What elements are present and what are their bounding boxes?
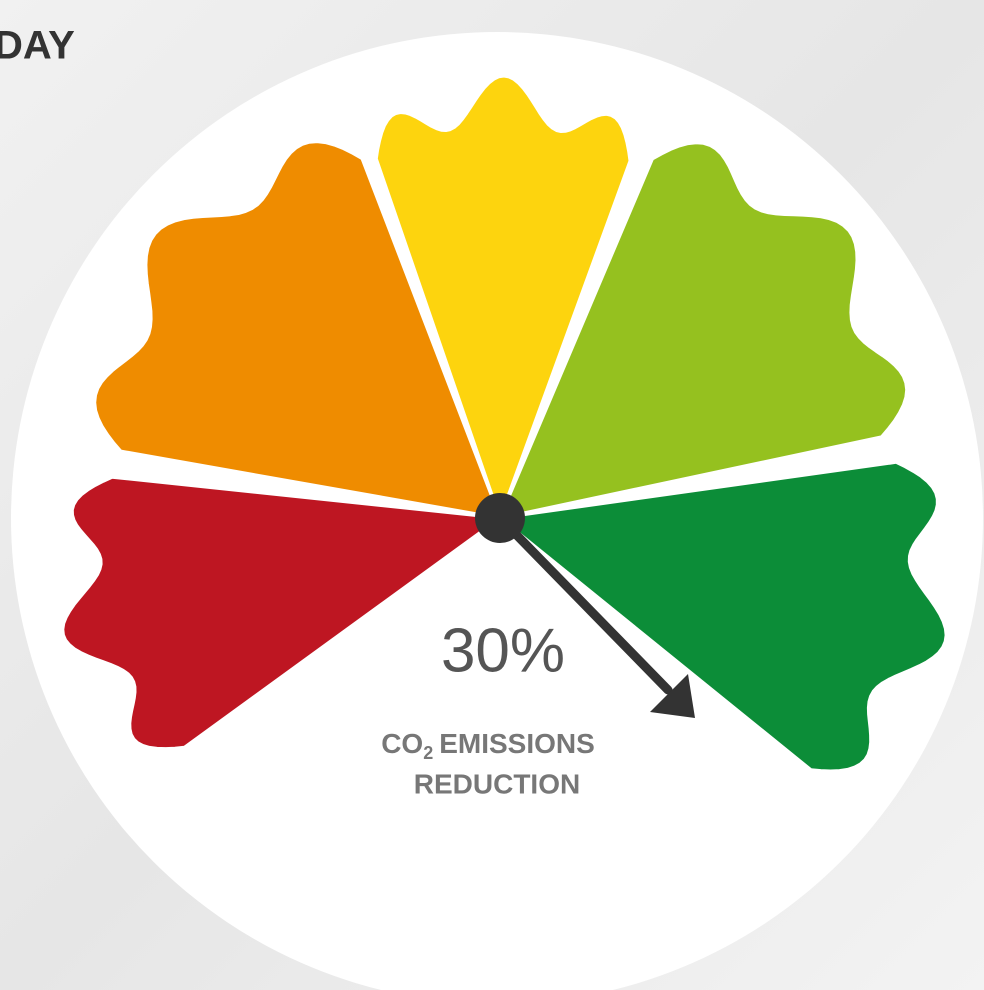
caption-line1: CO2 EMISSIONS xyxy=(381,728,595,762)
caption-line2: REDUCTION xyxy=(414,768,580,799)
page: DAY 30% CO2EMISSIONS REDUCTION (() => { … xyxy=(0,0,984,990)
caption-suffix: EMISSIONS xyxy=(439,728,595,759)
caption-subscript: 2 xyxy=(423,743,433,763)
needle-hub xyxy=(475,493,525,543)
infographic: DAY 30% CO2 EMISSIONS REDUCTION xyxy=(0,0,984,990)
heading-title: DAY xyxy=(0,24,75,68)
caption-prefix: CO xyxy=(381,728,423,759)
value-label: 30% xyxy=(441,616,565,685)
